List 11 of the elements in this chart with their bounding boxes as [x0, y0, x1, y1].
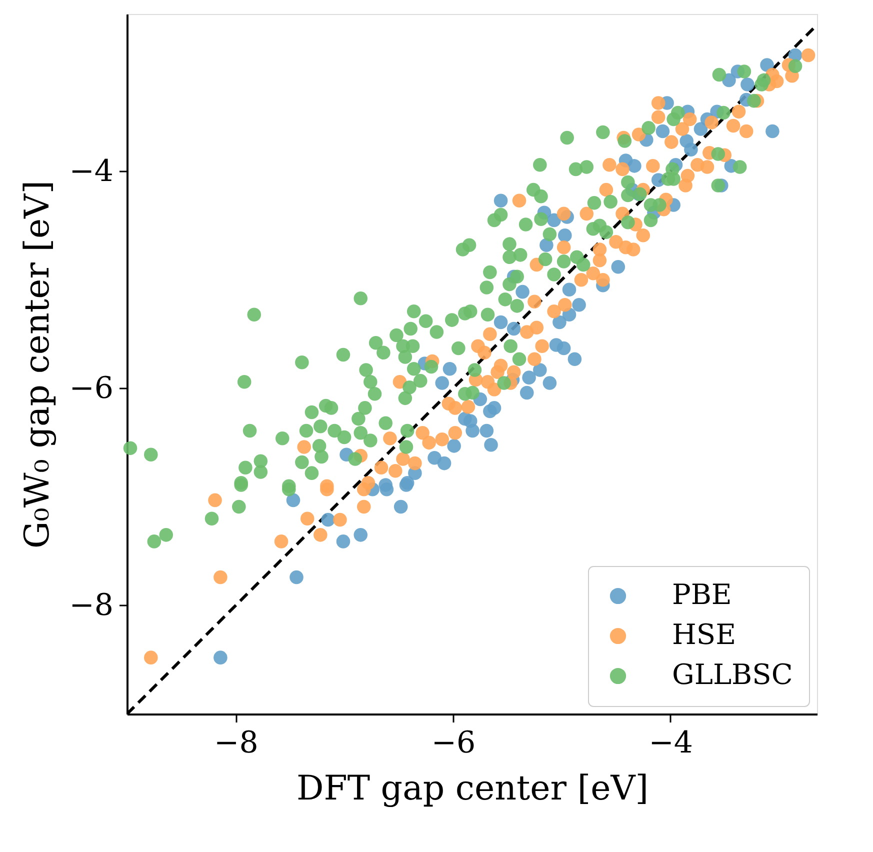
y-axis-title: G₀W₀ gap center [eV]	[17, 180, 58, 548]
y-tick-label: −4	[69, 154, 114, 189]
legend-label: HSE	[672, 618, 736, 651]
legend-label: GLLBSC	[672, 658, 793, 691]
x-tick-label: −4	[648, 726, 693, 760]
legend-label: PBE	[672, 578, 732, 611]
x-axis-title: DFT gap center [eV]	[296, 768, 649, 808]
x-tick-label: −8	[214, 726, 258, 760]
y-tick-label: −6	[69, 370, 114, 406]
y-tick-label: −8	[69, 588, 114, 623]
x-tick-label: −6	[431, 726, 476, 760]
